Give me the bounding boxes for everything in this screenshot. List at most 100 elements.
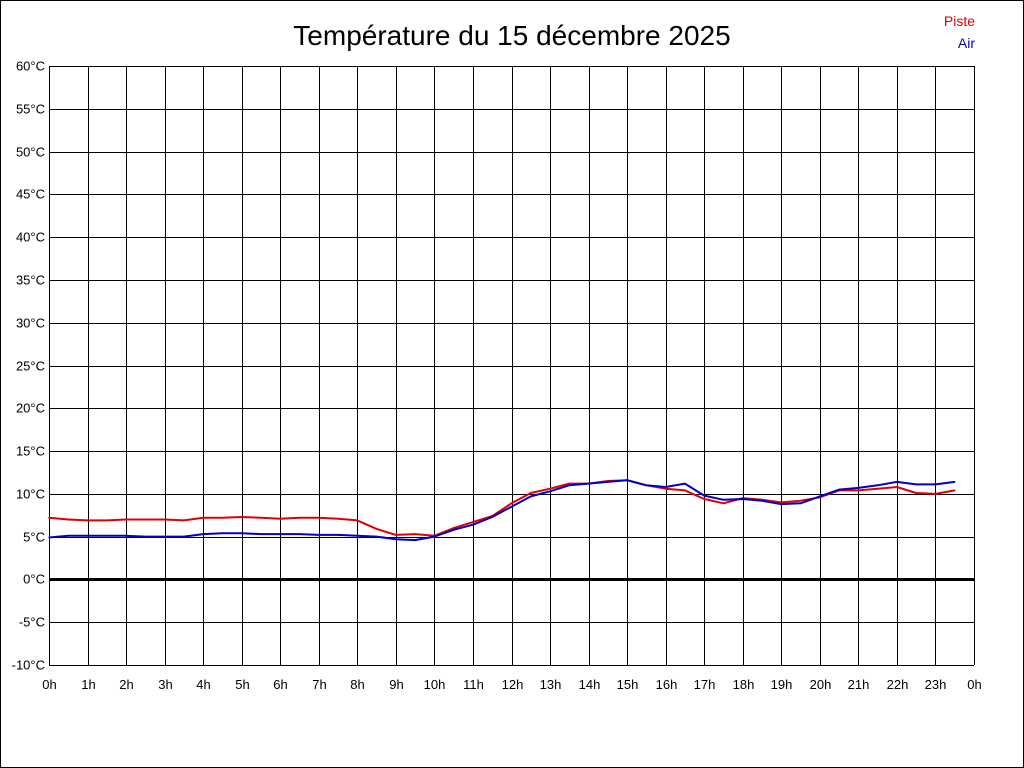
data-point-piste: [395, 534, 397, 536]
data-point-air: [395, 538, 397, 540]
x-tick-label: 16h: [656, 677, 678, 692]
data-point-air: [626, 479, 628, 482]
x-tick-label: 23h: [925, 677, 947, 692]
data-point-piste: [472, 521, 474, 523]
x-tick-label: 8h: [350, 677, 364, 692]
x-tick-label: 20h: [810, 677, 832, 692]
data-point-air: [838, 488, 840, 491]
grid: [49, 66, 975, 666]
data-point-piste: [799, 499, 802, 502]
data-point-air: [491, 516, 494, 518]
x-tick-label: 21h: [848, 677, 870, 692]
x-tick-label: 11h: [463, 677, 484, 692]
x-tick-label: 0h: [967, 677, 981, 692]
data-point-air: [664, 486, 667, 488]
data-point-air: [67, 535, 70, 537]
data-point-air: [896, 481, 898, 483]
x-tick-label: 6h: [273, 677, 287, 692]
y-tick-label: 30°C: [16, 316, 45, 331]
y-tick-label: 55°C: [16, 102, 45, 117]
data-point-air: [915, 483, 917, 486]
data-point-air: [106, 535, 108, 537]
x-tick-label: 15h: [617, 677, 639, 692]
data-point-air: [876, 484, 879, 487]
data-point-piste: [183, 519, 185, 522]
data-point-air: [183, 535, 185, 538]
x-tick-label: 2h: [119, 677, 133, 692]
y-tick-label: 15°C: [16, 444, 45, 459]
data-point-piste: [337, 517, 339, 520]
y-tick-label: 40°C: [16, 230, 45, 245]
data-point-piste: [318, 517, 320, 519]
data-point-air: [260, 533, 262, 535]
data-point-air: [607, 481, 609, 483]
x-tick-label: 14h: [579, 677, 601, 692]
y-tick-label: 45°C: [16, 187, 45, 202]
data-point-air: [819, 495, 821, 498]
y-tick-label: -5°C: [19, 615, 45, 630]
data-point-air: [337, 534, 339, 536]
x-tick-label: 9h: [389, 677, 403, 692]
data-point-piste: [356, 519, 359, 522]
y-tick-label: 20°C: [16, 401, 45, 416]
data-point-piste: [144, 518, 147, 521]
data-point-piste: [106, 519, 108, 522]
data-point-air: [549, 490, 551, 493]
data-point-air: [780, 503, 783, 505]
data-point-piste: [260, 517, 262, 519]
axes: 60°C 55°C 50°C 45°C 40°C 35°C 30°C 25°C 20°C 15°C…: [12, 59, 982, 693]
x-tick-label: 17h: [694, 677, 716, 692]
y-tick-label: 25°C: [16, 359, 45, 374]
data-point-piste: [414, 533, 416, 535]
data-point-piste: [86, 519, 89, 522]
data-point-air: [202, 533, 204, 535]
data-point-piste: [125, 518, 127, 521]
data-point-air: [703, 494, 705, 497]
data-point-air: [125, 535, 127, 537]
legend-entry-piste: Piste: [944, 13, 975, 29]
data-point-piste: [896, 486, 898, 488]
chart-title: Température du 15 décembre 2025: [293, 20, 730, 51]
data-point-piste: [202, 517, 204, 519]
data-point-air: [530, 495, 532, 498]
y-tick-label: -10°C: [12, 658, 45, 673]
data-point-piste: [530, 492, 532, 494]
data-point-piste: [48, 517, 50, 519]
data-point-piste: [221, 517, 224, 519]
data-point-piste: [375, 528, 378, 530]
y-tick-label: 35°C: [16, 273, 45, 288]
data-point-piste: [664, 487, 667, 490]
data-point-air: [568, 484, 571, 487]
data-point-piste: [452, 527, 455, 529]
data-point-air: [221, 532, 224, 534]
x-tick-label: 12h: [502, 677, 524, 692]
x-tick-label: 3h: [158, 677, 172, 692]
x-tick-label: 10h: [424, 677, 446, 692]
x-tick-label: 0h: [42, 677, 56, 692]
data-point-air: [48, 536, 50, 539]
data-point-air: [761, 499, 763, 502]
x-tick-label: 13h: [540, 677, 562, 692]
data-point-air: [414, 539, 416, 541]
data-point-air: [298, 533, 301, 535]
data-point-piste: [953, 489, 956, 492]
series-lines: [48, 479, 956, 542]
data-point-air: [240, 532, 243, 534]
data-point-piste: [684, 489, 686, 492]
data-point-piste: [279, 517, 282, 520]
data-point-piste: [549, 487, 551, 490]
data-point-air: [375, 535, 378, 538]
data-point-piste: [915, 492, 917, 494]
x-tick-label: 4h: [196, 677, 210, 692]
data-point-air: [356, 535, 359, 537]
data-point-piste: [240, 516, 243, 518]
series-line-piste: [48, 479, 955, 537]
x-tick-label: 22h: [887, 677, 909, 692]
data-point-air: [742, 498, 744, 500]
series-line-air: [48, 479, 955, 542]
data-point-air: [433, 535, 436, 538]
data-point-air: [587, 482, 590, 485]
x-tick-label: 5h: [235, 677, 249, 692]
data-point-air: [645, 484, 648, 487]
